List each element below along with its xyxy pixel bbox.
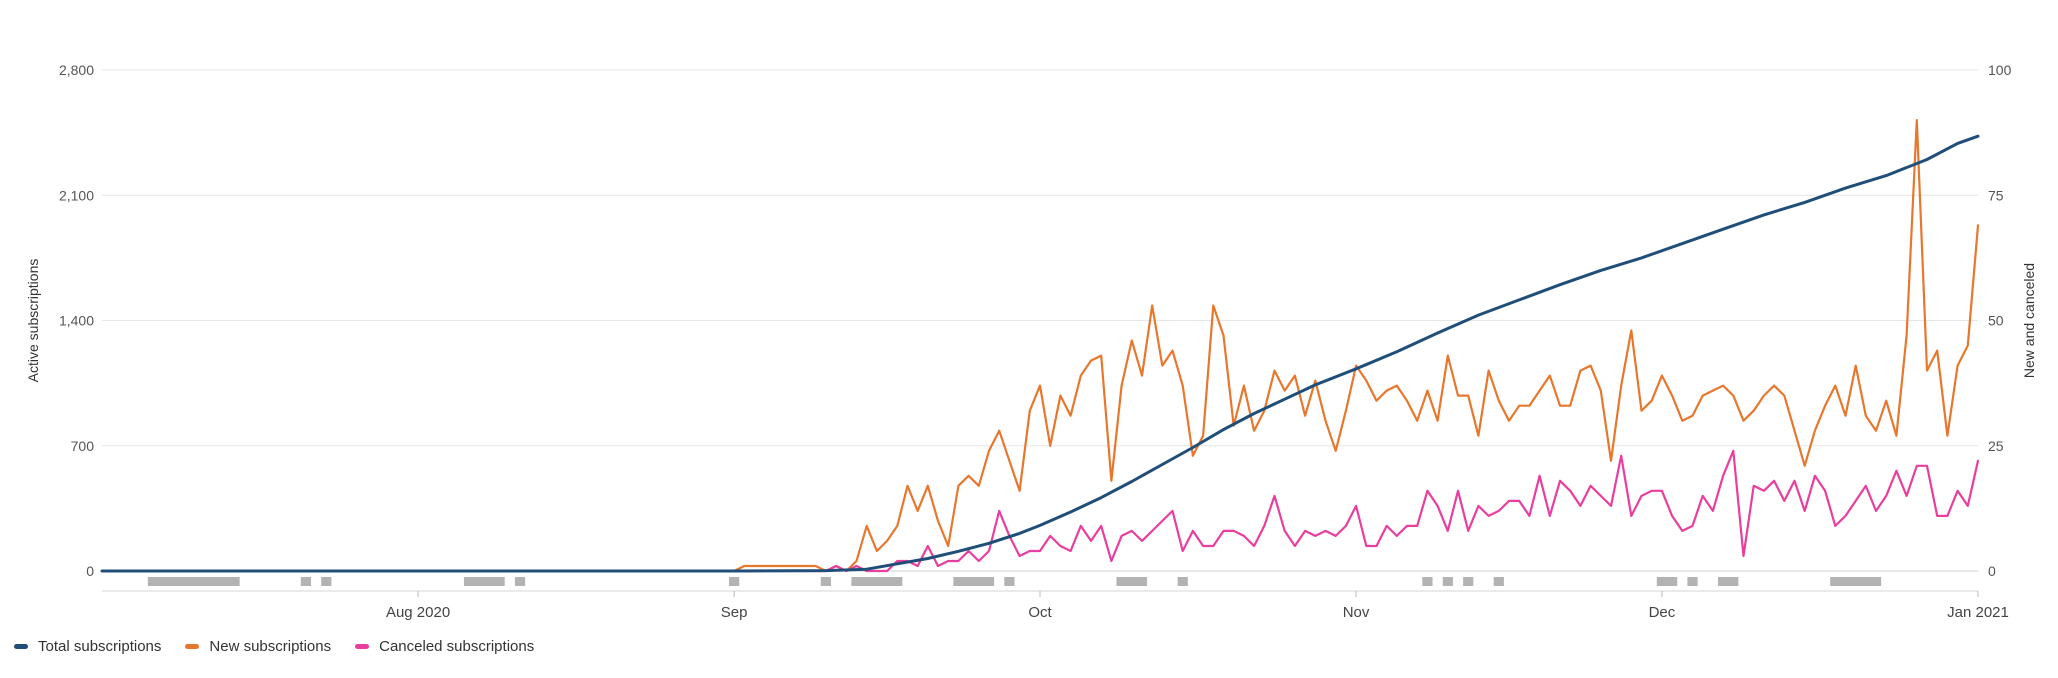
y-right-axis-title: New and canceled [2021, 263, 2037, 378]
x-tick-label: Sep [721, 604, 748, 621]
annotation-marker [321, 577, 332, 586]
x-tick-label: Jan 2021 [1947, 604, 2009, 621]
annotation-marker [1718, 577, 1739, 586]
y-right-tick-label: 25 [1988, 438, 2004, 454]
y-left-tick-label: 700 [71, 438, 95, 454]
series-line-canceled-subscriptions [100, 449, 1980, 573]
y-left-tick-label: 0 [86, 563, 94, 579]
annotation-marker [1116, 577, 1148, 586]
annotation-marker [1463, 577, 1474, 586]
annotation-marker [463, 577, 505, 586]
annotation-marker [147, 577, 240, 586]
annotation-marker [1687, 577, 1698, 586]
legend-item[interactable]: Canceled subscriptions [355, 638, 534, 655]
legend-label: Canceled subscriptions [379, 638, 535, 655]
annotation-marker [514, 577, 526, 586]
chart-legend: Total subscriptions New subscriptions Canc… [14, 638, 534, 655]
x-tick-label: Dec [1649, 604, 1676, 621]
y-right-tick-label: 75 [1988, 187, 2004, 203]
annotation-marker [300, 577, 312, 586]
series-line-total-subscriptions [100, 134, 1980, 573]
annotation-marker [953, 577, 995, 586]
x-tick-label: Aug 2020 [386, 604, 450, 621]
annotation-marker [1177, 577, 1188, 586]
annotation-marker [1493, 577, 1504, 586]
y-right-tick-label: 100 [1988, 62, 2012, 78]
legend-label: New subscriptions [209, 638, 332, 655]
annotation-marker [1422, 577, 1433, 586]
legend-swatch [355, 644, 370, 649]
y-left-axis-title: Active subscriptions [25, 259, 41, 383]
chart-canvas: 0 0 700 25 1,400 50 2,100 75 2,800 100 Aug 2020 Sep… [25, 62, 2037, 621]
legend-swatch [14, 644, 28, 649]
y-right-tick-label: 0 [1988, 563, 1996, 579]
legend-item[interactable]: Total subscriptions [14, 638, 161, 655]
annotation-marker [1656, 577, 1678, 586]
annotation-marker [1830, 577, 1882, 586]
annotation-marker [851, 577, 903, 586]
y-right-tick-label: 50 [1988, 313, 2004, 329]
x-tick-label: Nov [1343, 604, 1370, 621]
x-tick-label: Oct [1028, 604, 1052, 621]
annotation-marker [1442, 577, 1453, 586]
annotation-marker [729, 577, 740, 586]
annotation-marker [820, 577, 831, 586]
legend-label: Total subscriptions [38, 638, 162, 655]
y-left-tick-label: 2,800 [59, 62, 94, 78]
series-line-new-subscriptions [100, 119, 1980, 573]
annotation-marker [1004, 577, 1015, 586]
y-left-tick-label: 2,100 [59, 187, 94, 203]
legend-swatch [185, 644, 200, 649]
y-left-tick-label: 1,400 [59, 313, 94, 329]
legend-item[interactable]: New subscriptions [185, 638, 331, 655]
